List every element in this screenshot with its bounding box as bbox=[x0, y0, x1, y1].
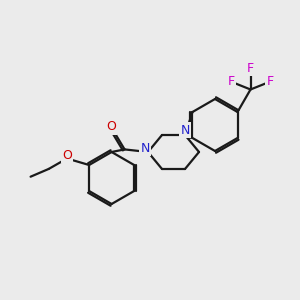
Text: O: O bbox=[62, 149, 72, 162]
Text: N: N bbox=[180, 124, 190, 136]
Text: F: F bbox=[247, 62, 254, 75]
Text: N: N bbox=[140, 142, 150, 154]
Text: F: F bbox=[266, 75, 274, 88]
Text: F: F bbox=[227, 75, 235, 88]
Text: O: O bbox=[106, 120, 116, 134]
